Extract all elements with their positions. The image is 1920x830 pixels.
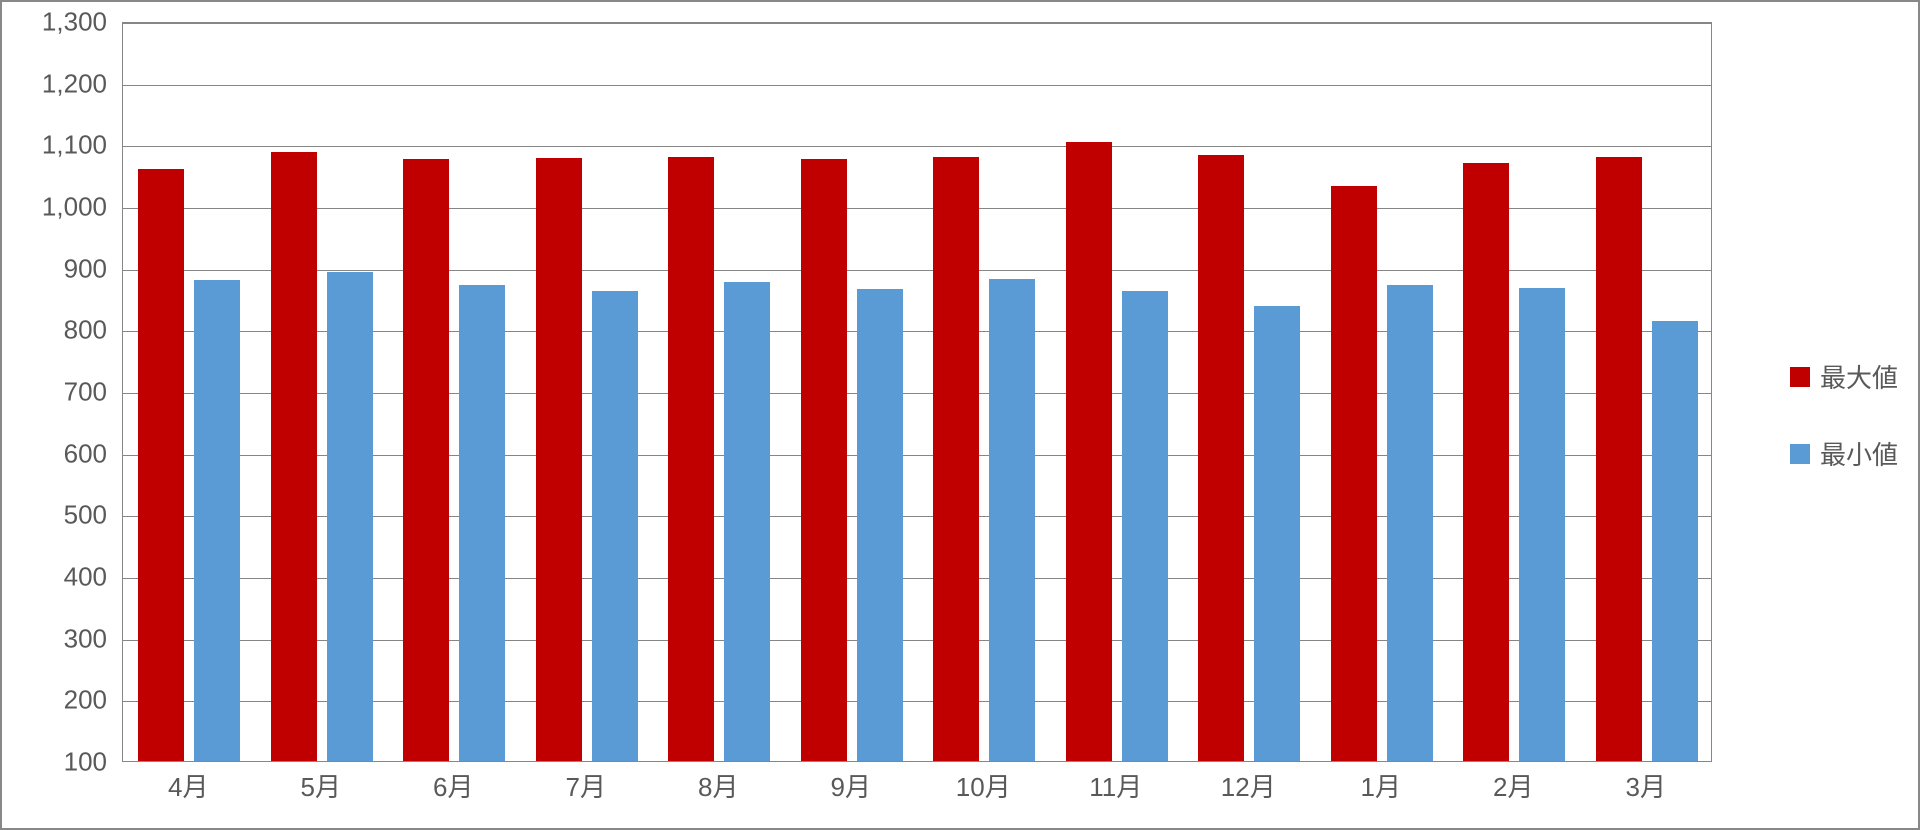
y-axis: 1002003004005006007008009001,0001,1001,2…: [2, 22, 117, 762]
y-tick-label: 1,200: [42, 68, 107, 99]
bar-min: [459, 285, 505, 761]
legend-label-max: 最大値: [1820, 358, 1898, 395]
legend: 最大値 最小値: [1790, 358, 1898, 472]
y-tick-label: 300: [64, 623, 107, 654]
bar-min: [1652, 321, 1698, 761]
x-axis: 4月 5月 6月 7月 8月 9月 10月 11月 12月 1月 2月 3月: [122, 767, 1712, 817]
y-tick-label: 700: [64, 377, 107, 408]
legend-item-max: 最大値: [1790, 358, 1898, 395]
y-tick-label: 900: [64, 253, 107, 284]
bar-min: [1387, 285, 1433, 761]
x-tick-label: 10月: [956, 767, 1011, 804]
y-tick-label: 100: [64, 747, 107, 778]
x-tick-label: 3月: [1626, 767, 1666, 804]
bar-max: [668, 157, 714, 761]
x-tick-label: 7月: [566, 767, 606, 804]
bar-max: [536, 158, 582, 761]
x-tick-label: 1月: [1361, 767, 1401, 804]
bar-max: [271, 152, 317, 761]
bar-min: [592, 291, 638, 761]
bar-min: [1122, 291, 1168, 761]
bar-min: [857, 289, 903, 761]
bar-max: [1331, 186, 1377, 761]
x-tick-label: 9月: [831, 767, 871, 804]
bar-max: [933, 157, 979, 761]
y-tick-label: 200: [64, 685, 107, 716]
bar-min: [194, 280, 240, 761]
y-tick-label: 500: [64, 500, 107, 531]
bar-min: [724, 282, 770, 761]
chart-container: 100 200 300 400 500 600 700 800 900 1,000 1,100 1,2…: [0, 0, 1920, 830]
x-tick-label: 2月: [1493, 767, 1533, 804]
legend-item-min: 最小値: [1790, 435, 1898, 472]
bar-max: [1463, 163, 1509, 761]
y-tick-label: 400: [64, 562, 107, 593]
x-tick-label: 6月: [433, 767, 473, 804]
bar-max: [1198, 155, 1244, 761]
bar-max: [1596, 157, 1642, 761]
x-tick-label: 4月: [168, 767, 208, 804]
legend-swatch-max: [1790, 367, 1810, 387]
y-tick-label: 800: [64, 315, 107, 346]
bars-layer: [123, 23, 1711, 761]
bar-max: [801, 159, 847, 761]
bar-max: [403, 159, 449, 761]
plot-area: [122, 22, 1712, 762]
legend-label-min: 最小値: [1820, 435, 1898, 472]
bar-min: [327, 272, 373, 761]
legend-swatch-min: [1790, 444, 1810, 464]
x-tick-label: 8月: [698, 767, 738, 804]
x-tick-label: 5月: [301, 767, 341, 804]
bar-min: [1254, 306, 1300, 761]
y-tick-label: 1,000: [42, 192, 107, 223]
bar-min: [989, 279, 1035, 761]
bar-min: [1519, 288, 1565, 761]
bar-max: [1066, 142, 1112, 761]
y-tick-label: 1,100: [42, 130, 107, 161]
y-tick-label: 600: [64, 438, 107, 469]
x-tick-label: 12月: [1221, 767, 1276, 804]
x-tick-label: 11月: [1089, 767, 1142, 804]
y-tick-label: 1,300: [42, 7, 107, 38]
bar-max: [138, 169, 184, 761]
